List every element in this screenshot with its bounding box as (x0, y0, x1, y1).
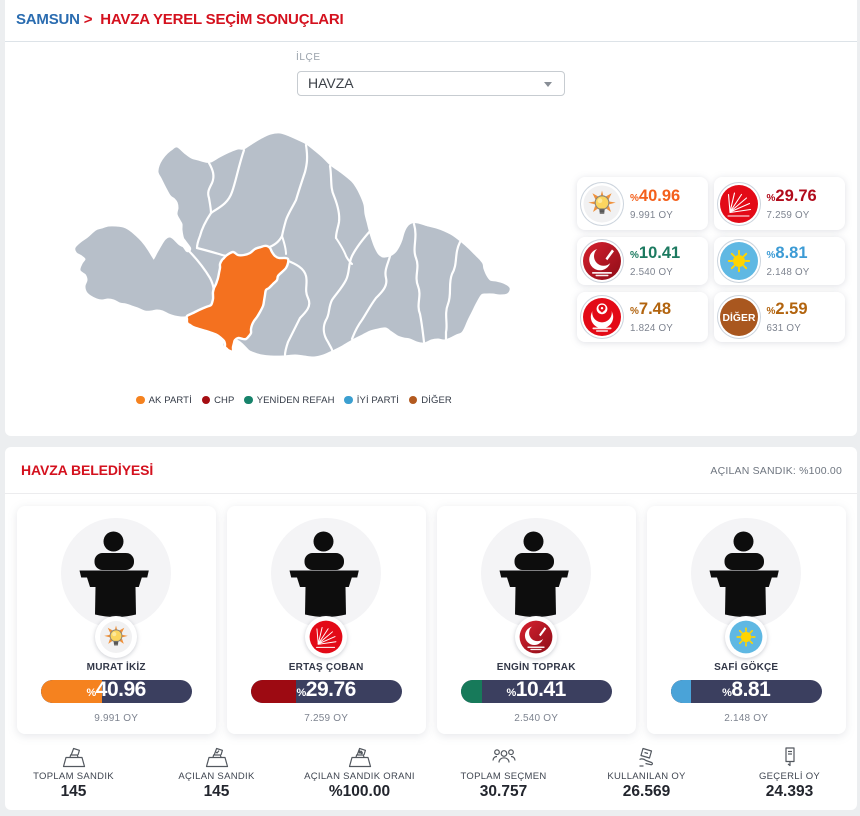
svg-text:DİĞER: DİĞER (722, 311, 756, 324)
